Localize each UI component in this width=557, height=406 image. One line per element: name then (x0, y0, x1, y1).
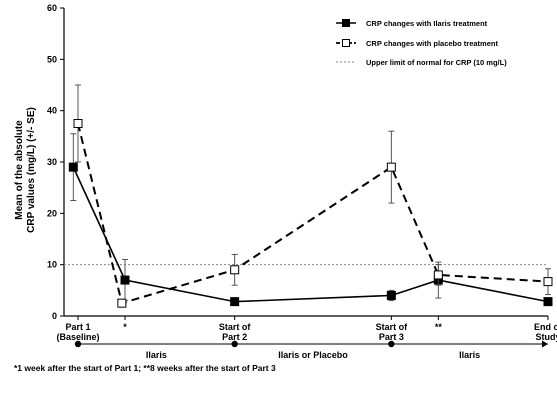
x-tick-label: (Baseline) (56, 332, 99, 342)
data-point (543, 277, 553, 287)
legend-label: CRP changes with Ilaris treatment (366, 19, 488, 28)
phase-label: Ilaris (146, 350, 167, 360)
timeline-node (231, 340, 238, 348)
data-point (230, 297, 240, 307)
series-layer (64, 84, 553, 308)
x-tick-label: Part 2 (222, 332, 247, 342)
data-point (68, 162, 78, 172)
legend-label: Upper limit of normal for CRP (10 mg/L) (366, 58, 507, 67)
footnote: *1 week after the start of Part 1; **8 w… (14, 363, 276, 373)
legend-label: CRP changes with placebo treatment (366, 39, 498, 48)
y-tick-label: 40 (47, 106, 57, 116)
data-point (433, 270, 443, 280)
timeline-arrow-icon (542, 340, 548, 348)
phase-label: Ilaris or Placebo (278, 350, 348, 360)
series-line (77, 123, 549, 305)
timeline-node (74, 340, 82, 348)
x-tick-label: ** (435, 322, 443, 332)
data-point (230, 265, 240, 275)
axis-layer: 0 10 20 30 40 50 60 Mean of the absoluteCRP val… (14, 3, 557, 342)
y-tick-label: 20 (47, 208, 57, 218)
timeline-node (388, 340, 395, 348)
x-tick-label: Part 3 (379, 332, 404, 342)
y-tick-label: 0 (52, 311, 57, 321)
x-tick-label: End of (534, 322, 557, 332)
x-tick-label: Start of (219, 322, 252, 332)
data-point (543, 297, 553, 307)
y-tick-label: 50 (47, 54, 57, 64)
y-axis-title-line: CRP values (mg/L) (+/- SE) (26, 107, 37, 233)
legend: CRP changes with Ilaris treatment CRP cha… (336, 19, 507, 67)
x-tick-label: Start of (376, 322, 409, 332)
study-timeline: Ilaris Ilaris or Placebo Ilaris (74, 340, 548, 360)
series-line (72, 166, 549, 303)
x-tick-label: * (123, 322, 127, 332)
legend-marker-swatch (342, 19, 350, 27)
y-tick-label: 60 (47, 3, 57, 13)
y-axis-title: Mean of the absoluteCRP values (mg/L) (+… (14, 107, 37, 233)
x-tick-label: Study (535, 332, 557, 342)
y-tick-label: 10 (47, 260, 57, 270)
x-tick-label: Part 1 (65, 322, 90, 332)
data-point (386, 162, 396, 172)
data-point (120, 275, 130, 285)
legend-marker-swatch (342, 39, 350, 47)
data-point (73, 119, 83, 128)
y-axis-title-line: Mean of the absolute (14, 120, 25, 220)
phase-label: Ilaris (459, 350, 480, 360)
y-tick-label: 30 (47, 157, 57, 167)
data-point (117, 298, 127, 308)
data-point (386, 290, 396, 300)
